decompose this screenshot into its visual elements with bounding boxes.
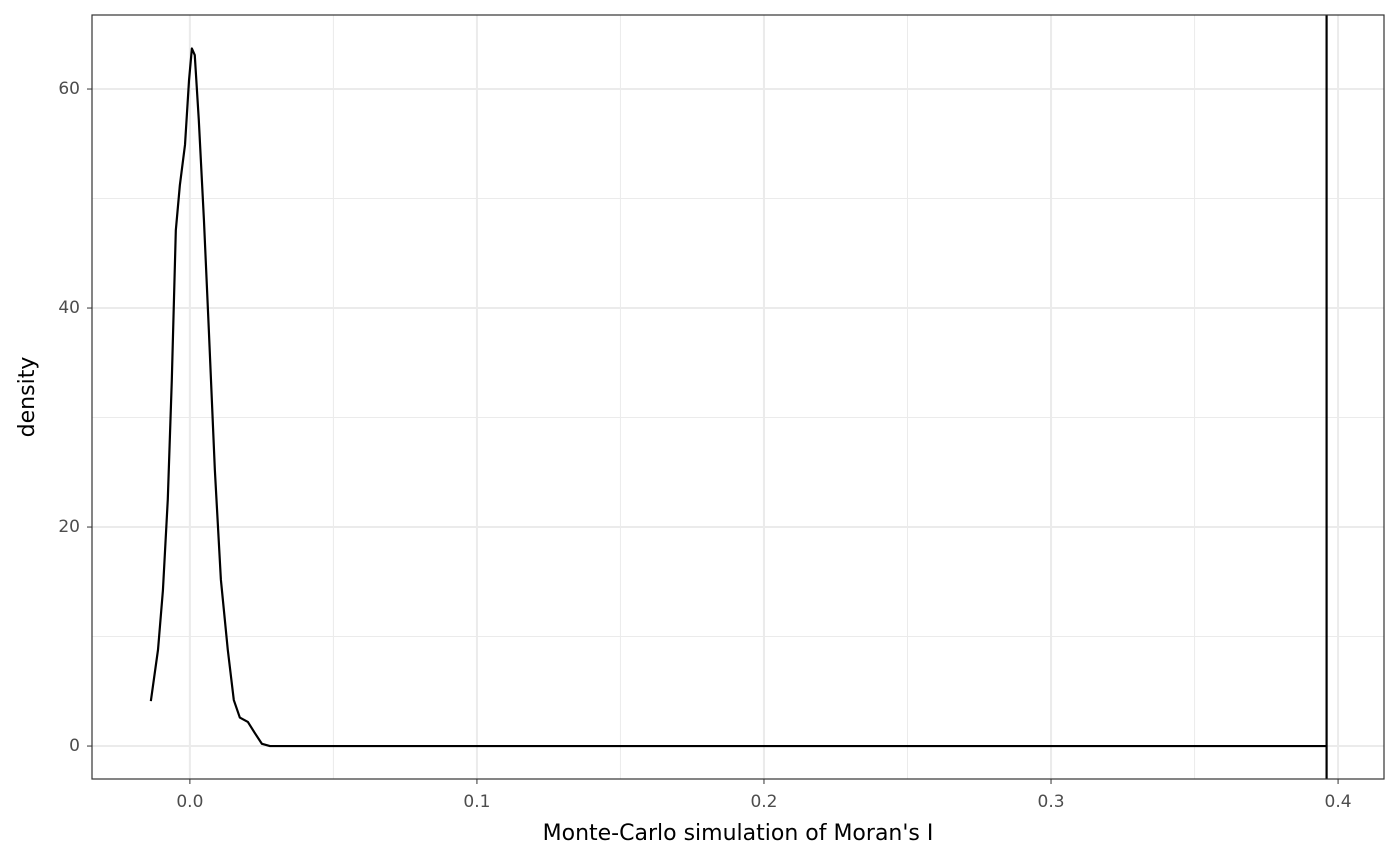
x-tick-label: 0.2	[750, 792, 777, 812]
x-tick-label: 0.1	[463, 792, 490, 812]
y-tick-label: 20	[58, 517, 80, 537]
y-axis-title: density	[15, 357, 40, 438]
y-tick-label: 60	[58, 79, 80, 99]
density-line	[149, 47, 1327, 748]
plot-background	[92, 15, 1384, 779]
x-tick-label: 0.3	[1038, 792, 1065, 812]
y-tick-label: 0	[69, 736, 80, 756]
x-tick-label: 0.0	[176, 792, 203, 812]
x-tick-label: 0.4	[1325, 792, 1352, 812]
x-axis-title: Monte-Carlo simulation of Moran's I	[543, 821, 934, 846]
plot-border	[91, 14, 1385, 780]
y-tick-label: 40	[58, 298, 80, 318]
